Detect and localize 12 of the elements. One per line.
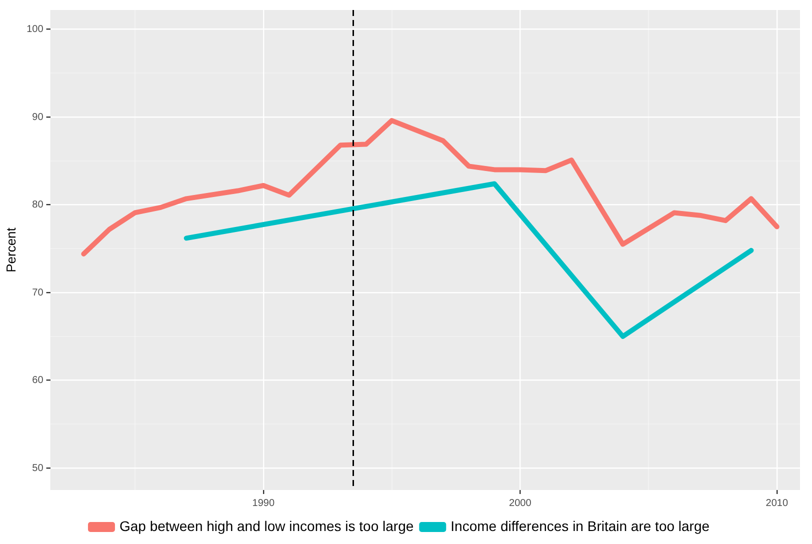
y-tick-label: 70 <box>32 287 44 298</box>
y-tick-label: 80 <box>32 200 44 211</box>
legend-label: Gap between high and low incomes is too large <box>119 518 414 534</box>
y-tick-label: 90 <box>32 112 44 123</box>
y-tick-label: 60 <box>32 375 44 386</box>
y-tick-label: 100 <box>26 24 44 36</box>
y-axis-title: Percent <box>3 227 18 272</box>
x-tick-label: 2000 <box>509 498 532 509</box>
y-tick-label: 50 <box>32 462 44 474</box>
x-tick-label: 1990 <box>252 498 275 509</box>
legend-label: Income differences in Britain are too large <box>450 518 710 534</box>
x-tick-label: 2010 <box>766 498 788 509</box>
